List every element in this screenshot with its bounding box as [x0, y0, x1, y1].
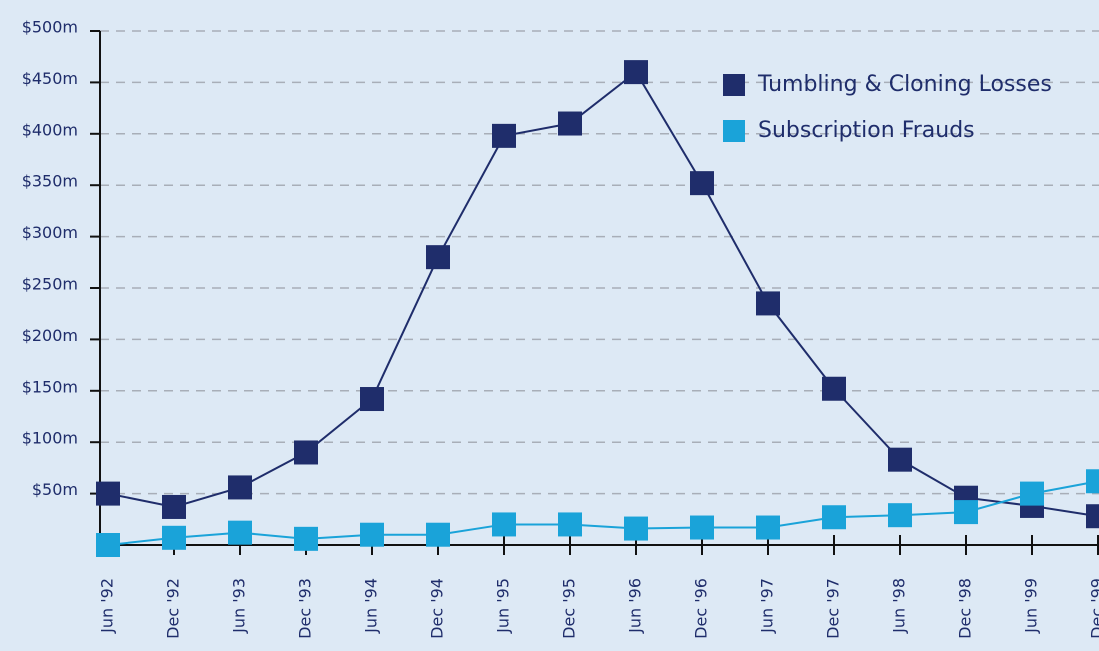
marker: [954, 500, 978, 525]
x-tick-label: Jun '98: [890, 578, 909, 634]
x-tick-label: Dec '96: [692, 578, 711, 639]
y-tick-label: $450m: [22, 69, 78, 88]
y-tick-label: $150m: [22, 377, 78, 396]
marker: [558, 111, 582, 136]
x-tick-label: Dec '92: [164, 578, 183, 639]
marker: [162, 494, 186, 519]
legend-label: Subscription Frauds: [758, 118, 975, 143]
x-tick-label: Dec '98: [956, 578, 975, 639]
marker: [624, 60, 648, 85]
marker: [690, 171, 714, 196]
y-tick-label: $200m: [22, 326, 78, 345]
marker: [96, 481, 120, 506]
x-tick-label: Dec '93: [296, 578, 315, 639]
marker: [96, 533, 120, 557]
marker: [822, 376, 846, 401]
x-tick-label: Dec '94: [428, 578, 447, 639]
marker: [294, 440, 318, 465]
legend-swatch: [723, 74, 745, 96]
x-tick-label: Jun '92: [98, 578, 117, 634]
x-tick-label: Dec '95: [560, 578, 579, 639]
marker: [294, 526, 318, 551]
marker: [426, 522, 450, 547]
y-tick-label: $400m: [22, 120, 78, 139]
legend-label: Tumbling & Cloning Losses: [757, 72, 1052, 97]
y-tick-label: $300m: [22, 223, 78, 242]
marker: [888, 503, 912, 528]
marker: [426, 245, 450, 270]
marker: [162, 525, 186, 550]
series-line: [107, 70, 1099, 518]
y-tick-label: $100m: [22, 429, 78, 448]
y-tick-label: $50m: [32, 480, 78, 499]
x-tick-label: Jun '95: [494, 578, 513, 634]
x-tick-label: Jun '96: [626, 578, 645, 634]
marker: [1086, 504, 1099, 529]
x-tick-label: Dec '99: [1088, 578, 1099, 639]
x-tick-label: Jun '97: [758, 578, 777, 634]
marker: [822, 505, 846, 530]
y-tick-label: $350m: [22, 172, 78, 191]
marker: [624, 516, 648, 541]
marker: [492, 123, 516, 148]
legend-swatch: [723, 120, 745, 142]
marker: [1020, 481, 1044, 506]
x-tick-label: Dec '97: [824, 578, 843, 639]
marker: [558, 512, 582, 537]
marker: [756, 291, 780, 316]
marker: [492, 512, 516, 537]
marker: [360, 522, 384, 547]
marker: [888, 447, 912, 472]
x-tick-label: Jun '94: [362, 578, 381, 634]
marker: [690, 515, 714, 540]
marker: [756, 515, 780, 540]
series-line: [107, 480, 1099, 546]
y-tick-label: $500m: [22, 18, 78, 37]
x-tick-label: Jun '93: [230, 578, 249, 634]
marker: [1086, 469, 1099, 494]
y-tick-label: $250m: [22, 275, 78, 294]
marker: [360, 387, 384, 412]
marker: [228, 475, 252, 500]
x-tick-label: Jun '99: [1022, 578, 1041, 634]
marker: [228, 520, 252, 545]
